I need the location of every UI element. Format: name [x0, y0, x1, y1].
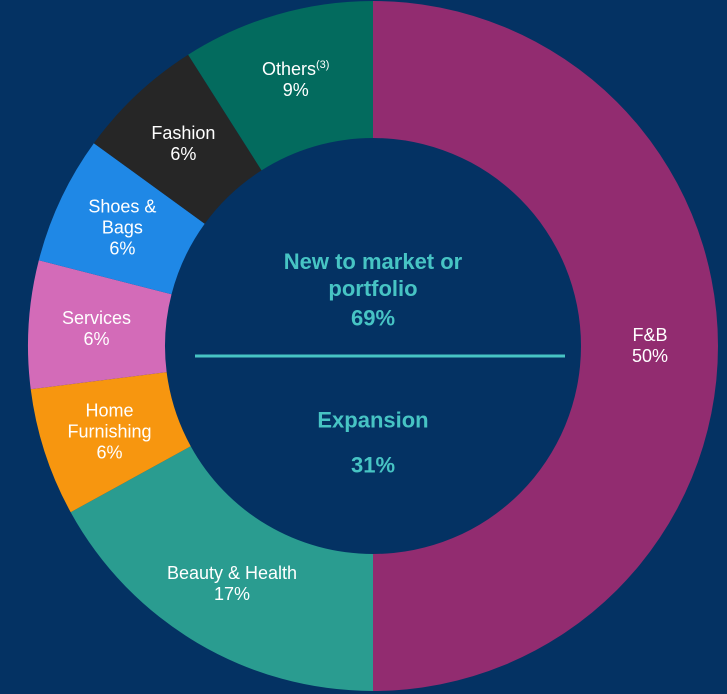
center-value: 31%	[350, 452, 396, 478]
slice-name: Home Furnishing	[60, 400, 160, 442]
slice-label: Fashion 6%	[133, 123, 233, 165]
slice-name: F&B	[600, 325, 700, 346]
category-label: Services	[62, 307, 132, 328]
slice-label: Others(3) 9%	[236, 59, 356, 101]
category-label: Home Furnishing	[67, 400, 152, 442]
value-label: 50%	[631, 346, 669, 366]
slice-label: Beauty & Health 17%	[147, 563, 317, 605]
donut-slice	[93, 54, 262, 224]
value-label: 9%	[282, 79, 309, 100]
category-label: Beauty & Health	[166, 563, 298, 584]
center-value: 69%	[350, 305, 396, 331]
slice-label: Services 6%	[47, 308, 147, 350]
center-label: New to market or portfolio	[283, 249, 463, 301]
footnote-marker: (3)	[316, 58, 330, 71]
slice-name: Fashion	[133, 123, 233, 144]
value-label: 6%	[170, 144, 197, 165]
category-label: Others	[261, 58, 316, 79]
donut-slice	[30, 372, 191, 513]
donut-slice	[28, 260, 172, 390]
donut-slice	[188, 1, 373, 171]
donut-slice	[70, 446, 373, 691]
center-label: Expansion	[317, 407, 429, 433]
slice-label: Shoes & Bags 6%	[72, 197, 172, 260]
slice-label: F&B 50%	[600, 325, 700, 367]
donut-slice	[373, 1, 718, 691]
value-label: 6%	[109, 238, 136, 259]
value-label: 17%	[213, 584, 250, 605]
value-label: 6%	[83, 328, 110, 349]
category-label: F&B	[632, 325, 668, 345]
slice-label: Home Furnishing 6%	[60, 400, 160, 463]
slice-name: Shoes & Bags	[72, 197, 172, 239]
slice-name: Services	[47, 308, 147, 329]
value-label: 6%	[96, 442, 123, 463]
slice-name: Others(3)	[236, 59, 356, 80]
donut-slice	[38, 143, 205, 295]
category-label: Fashion	[151, 123, 216, 144]
slice-name: Beauty & Health	[147, 563, 317, 584]
category-label: Shoes & Bags	[88, 196, 157, 238]
